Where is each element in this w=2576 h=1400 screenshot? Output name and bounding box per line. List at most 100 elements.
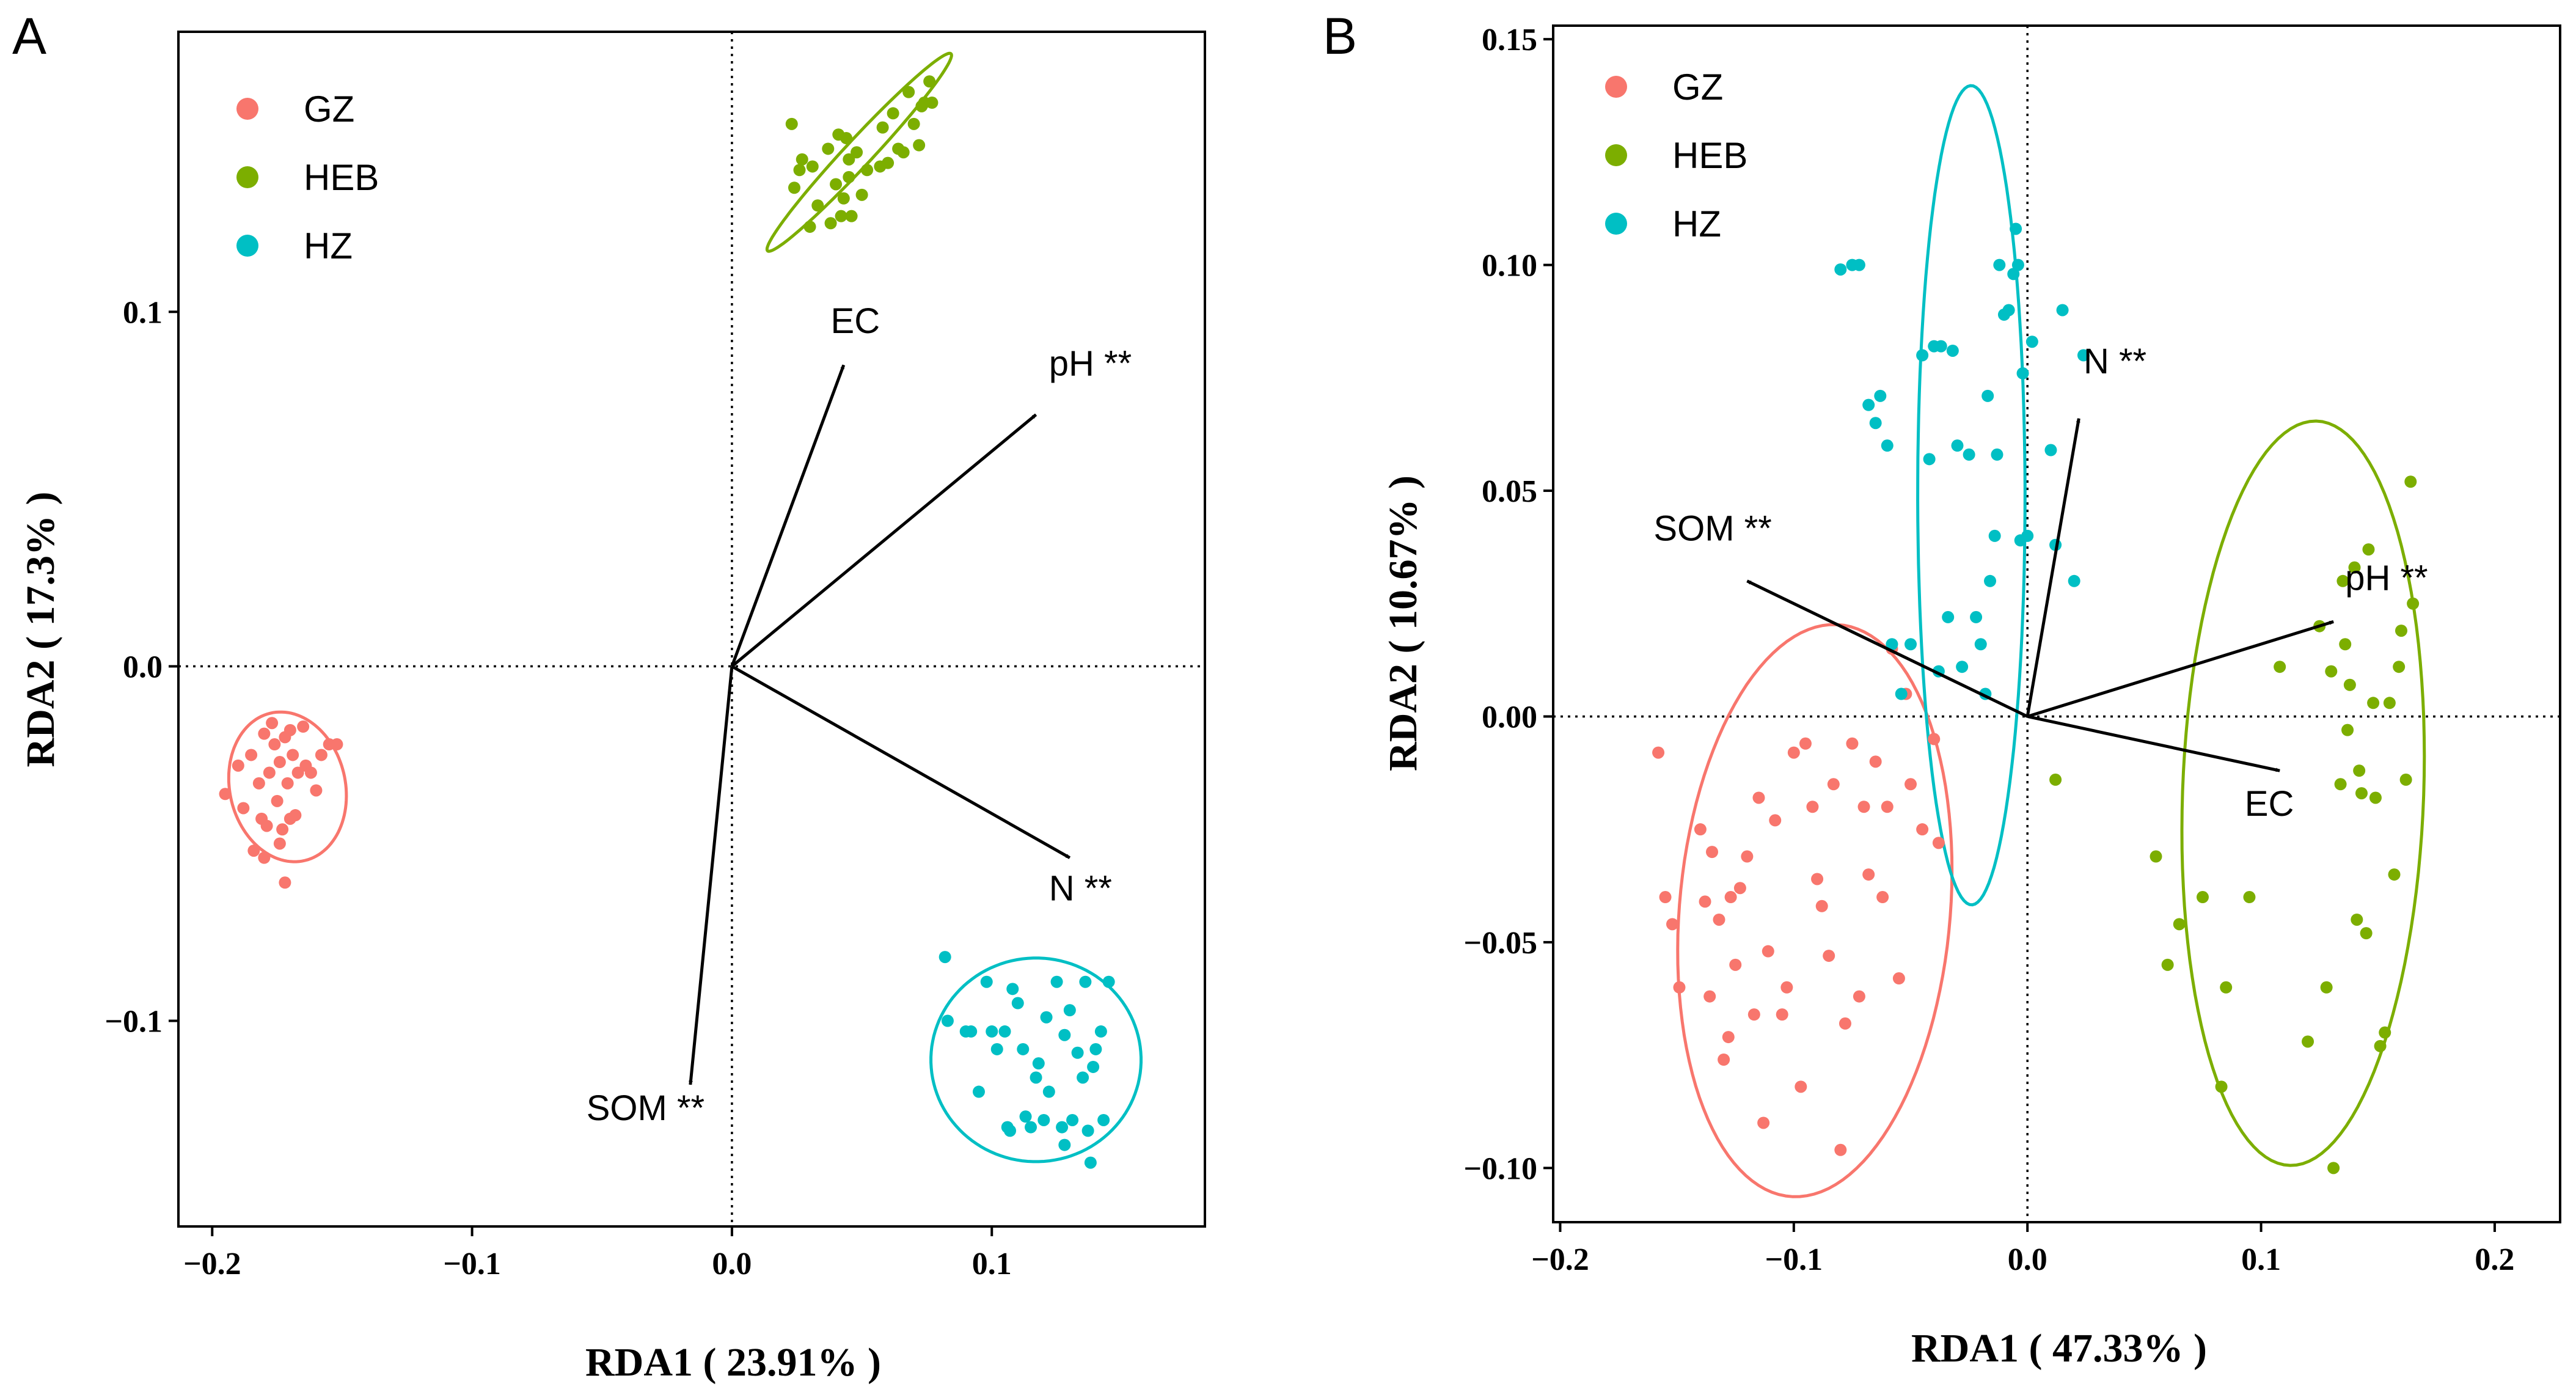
panel-b-point-heb	[2049, 773, 2062, 786]
panel-b-point-gz	[1932, 837, 1945, 849]
panel-a-point-gz	[297, 720, 310, 733]
panel-b-point-heb	[2404, 475, 2417, 488]
panel-a-point-heb	[793, 164, 806, 177]
panel-b-point-heb	[2325, 665, 2338, 678]
panel-b-point-heb	[2369, 791, 2382, 804]
panel-a-point-gz	[276, 823, 289, 836]
panel-b-y-axis-title: RDA2 ( 10.67% )	[1381, 475, 1425, 771]
panel-b-points	[1652, 222, 2420, 1175]
panel-b-point-heb	[2407, 597, 2420, 610]
panel-b-point-gz	[1733, 882, 1746, 895]
panel-a-arrow-label-ph: pH **	[1049, 344, 1132, 384]
panel-b-point-gz	[1869, 755, 1882, 768]
panel-a-point-heb	[824, 217, 837, 230]
panel-a-point-gz	[315, 749, 327, 761]
panel-a-x-tick-label: −0.2	[183, 1247, 241, 1281]
panel-b-arrows: N ** SOM ** pH ** EC	[1653, 342, 2428, 824]
panel-b-point-hz	[1862, 398, 1875, 411]
panel-a-point-gz	[247, 845, 260, 857]
panel-a-legend-label-hz: HZ	[304, 225, 353, 266]
panel-a-point-gz	[258, 727, 271, 740]
panel-b-point-heb	[2367, 697, 2380, 709]
panel-a-point-hz	[986, 1025, 998, 1038]
panel-a-point-hz	[1063, 1004, 1076, 1017]
panel-b-point-gz	[1699, 895, 1711, 908]
panel-b-point-gz	[1857, 801, 1870, 813]
panel-b-point-heb	[2395, 625, 2407, 637]
panel-a-point-heb	[803, 221, 816, 233]
panel-b-zero-lines	[1553, 26, 2560, 1222]
panel-a-point-hz	[1025, 1121, 1037, 1134]
panel-b-point-heb	[2343, 678, 2356, 691]
panel-b-point-hz	[1916, 349, 1929, 362]
panel-b-y-tick-label: 0.10	[1482, 249, 1537, 284]
panel-a-point-gz	[291, 766, 304, 779]
panel-b-point-gz	[1713, 913, 1725, 926]
panel-b-point-gz	[1806, 801, 1819, 813]
panel-b-point-heb	[2339, 638, 2352, 651]
panel-b-point-gz	[1666, 918, 1679, 931]
panel-b-point-hz	[1923, 453, 1936, 466]
panel-b-point-gz	[1827, 778, 1840, 791]
panel-b-y-tick-label: 0.05	[1482, 474, 1537, 509]
panel-b-point-gz	[1834, 1143, 1847, 1156]
panel-a-x-tick-label: −0.1	[443, 1247, 501, 1281]
panel-b-point-gz	[1823, 950, 1835, 962]
panel-b-arrow-ph	[2027, 620, 2334, 718]
panel-b-point-heb	[2336, 574, 2349, 587]
panel-b-point-heb	[2362, 543, 2375, 556]
panel-b-arrow-label-ph: pH **	[2345, 559, 2428, 598]
panel-a-point-gz	[219, 788, 232, 801]
panel-b-point-heb	[2360, 927, 2373, 940]
panel-a-point-hz	[1050, 975, 1063, 988]
panel-a-point-gz	[268, 738, 281, 751]
panel-a-point-heb	[837, 192, 850, 205]
panel-b-point-heb	[2355, 787, 2368, 800]
panel-a: A EC pH ** N ** SOM ** −0.2 −0.1 0.0 0.1 −0.1 0…	[12, 7, 1206, 1385]
panel-a-legend-label-gz: GZ	[304, 89, 354, 130]
panel-b-point-hz	[2010, 222, 2022, 235]
panel-a-legend: GZ HEB HZ	[236, 89, 379, 266]
panel-b-point-hz	[1934, 340, 1947, 353]
panel-b-point-heb	[2383, 697, 2396, 709]
panel-b-legend-label-hz: HZ	[1672, 203, 1721, 244]
panel-b-point-heb	[2243, 891, 2256, 904]
panel-a-point-gz	[331, 738, 343, 751]
panel-a-point-heb	[907, 117, 920, 130]
panel-a-point-hz	[1081, 1124, 1094, 1137]
panel-b-point-hz	[1984, 574, 1997, 587]
panel-a-arrow-ph	[731, 413, 1037, 668]
panel-b-point-gz	[1694, 823, 1707, 836]
panel-a-point-hz	[1066, 1113, 1079, 1126]
panel-a-point-heb	[785, 117, 798, 130]
panel-b-point-heb	[2374, 1039, 2387, 1052]
panel-b-point-heb	[2351, 913, 2363, 926]
panel-a-arrow-label-som: SOM **	[587, 1088, 704, 1128]
panel-a-arrow-n	[731, 665, 1071, 859]
panel-b-point-hz	[1874, 389, 1887, 402]
panel-b-point-gz	[1724, 891, 1737, 904]
panel-b-point-heb	[2379, 1026, 2391, 1039]
panel-b-arrow-label-n: N **	[2084, 342, 2146, 381]
panel-a-point-gz	[281, 777, 294, 790]
panel-a-point-hz	[1032, 1057, 1045, 1070]
panel-b-point-gz	[1881, 801, 1894, 813]
panel-b-legend-marker-heb	[1605, 144, 1627, 166]
panel-a-point-heb	[796, 153, 808, 166]
panel-b-point-gz	[1703, 990, 1716, 1003]
panel-a-point-hz	[980, 975, 993, 988]
panel-b-x-axis: −0.2 −0.1 0.0 0.1 0.2	[1531, 1222, 2514, 1277]
panel-a-point-gz	[287, 749, 299, 761]
panel-b-point-heb	[2220, 981, 2233, 994]
panel-a-ellipse-gz	[227, 710, 348, 863]
panel-b-point-heb	[2348, 561, 2361, 574]
panel-b-x-tick-label: −0.1	[1765, 1242, 1823, 1277]
panel-a-point-hz	[990, 1043, 1003, 1055]
panel-a-point-heb	[822, 142, 835, 155]
panel-a-point-gz	[273, 756, 286, 769]
panel-a-point-hz	[1019, 1110, 1032, 1123]
panel-a-point-heb	[851, 146, 863, 159]
panel-a-point-hz	[939, 951, 951, 964]
panel-a-y-tick-label: 0.1	[123, 295, 163, 330]
panel-a-point-hz	[1011, 997, 1024, 1010]
